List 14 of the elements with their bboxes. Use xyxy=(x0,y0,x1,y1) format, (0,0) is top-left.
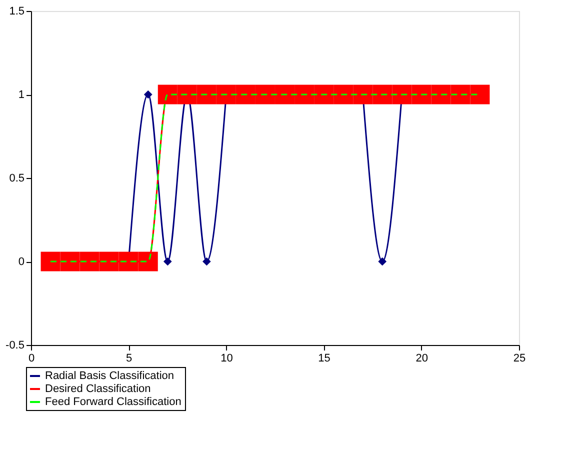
x-tick-label: 20 xyxy=(416,352,428,364)
y-tick-label: 0 xyxy=(18,256,24,268)
x-tick-label: 0 xyxy=(28,352,35,364)
legend-label: Feed Forward Classification xyxy=(45,396,182,408)
x-tick-label: 10 xyxy=(220,352,233,364)
legend-label: Desired Classification xyxy=(45,383,151,395)
y-tick-label: 1 xyxy=(18,89,24,101)
legend-label: Radial Basis Classification xyxy=(45,370,174,382)
y-tick-label: -0.5 xyxy=(6,340,24,352)
y-tick-label: 0.5 xyxy=(9,172,24,184)
x-tick-label: 5 xyxy=(126,352,132,364)
y-tick-label: 1.5 xyxy=(9,6,24,18)
x-tick-label: 25 xyxy=(513,352,526,364)
x-tick-label: 15 xyxy=(318,352,330,364)
